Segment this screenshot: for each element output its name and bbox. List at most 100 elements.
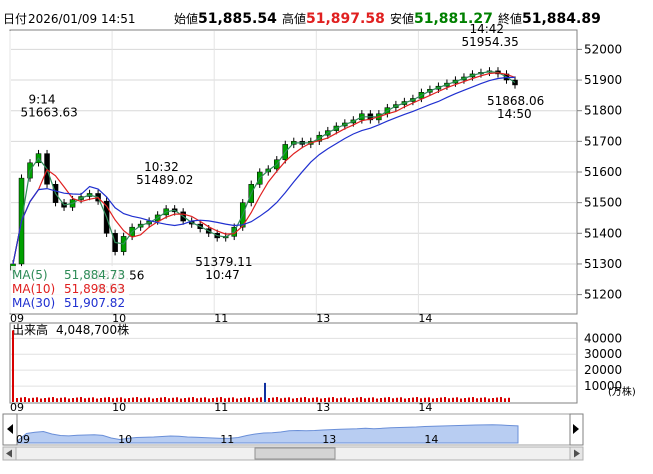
volume-bar bbox=[236, 398, 238, 402]
price-tick-label: 51500 bbox=[584, 196, 622, 210]
volume-bar bbox=[76, 397, 78, 402]
volume-bar bbox=[256, 397, 258, 402]
volume-bar bbox=[128, 398, 130, 402]
volume-bar bbox=[508, 397, 510, 402]
volume-bar bbox=[48, 397, 50, 402]
high-value: 51,897.58 bbox=[306, 11, 385, 27]
ma5-line bbox=[12, 70, 516, 265]
annotation-time: 10:47 bbox=[205, 268, 240, 282]
volume-bar bbox=[228, 397, 230, 402]
volume-bar bbox=[364, 398, 366, 402]
volume-bar bbox=[320, 398, 322, 402]
volume-time-tick-label: 10 bbox=[112, 401, 126, 414]
volume-bar bbox=[424, 397, 426, 402]
volume-bar bbox=[404, 398, 406, 402]
datetime-text: 2026/01/09 14:51 bbox=[28, 12, 136, 26]
volume-bar bbox=[464, 398, 466, 402]
volume-bar bbox=[96, 398, 98, 402]
volume-bar bbox=[484, 397, 486, 402]
volume-bar bbox=[348, 398, 350, 402]
annotation-time: 9:14 bbox=[29, 93, 56, 107]
volume-bar bbox=[336, 398, 338, 402]
volume-bar bbox=[400, 397, 402, 402]
volume-bar bbox=[408, 398, 410, 402]
annotation-time: 10:32 bbox=[144, 160, 179, 174]
volume-bar bbox=[264, 382, 266, 402]
volume-bar bbox=[200, 397, 202, 402]
volume-bar bbox=[140, 398, 142, 402]
volume-bar bbox=[280, 398, 282, 402]
volume-bar bbox=[20, 397, 22, 402]
volume-bar bbox=[164, 397, 166, 402]
volume-bar bbox=[332, 397, 334, 402]
price-annotations: 9:1451663.6351336.569:5910:3251489.02513… bbox=[21, 22, 545, 296]
volume-bar bbox=[440, 397, 442, 402]
open-label: 始値 bbox=[174, 11, 198, 26]
volume-bar bbox=[184, 398, 186, 402]
volume-bar bbox=[172, 397, 174, 402]
volume-bar bbox=[452, 397, 454, 402]
ma5-value: 51,884.73 bbox=[64, 268, 125, 282]
volume-bar bbox=[428, 397, 430, 402]
volume-bar bbox=[112, 398, 114, 402]
overview-time-label: 10 bbox=[118, 433, 132, 446]
annotation-time: 14:50 bbox=[497, 107, 532, 121]
volume-bar bbox=[260, 397, 262, 402]
volume-tick-label: 30000 bbox=[584, 347, 622, 361]
volume-bar bbox=[476, 398, 478, 402]
ma5-name: MA(5) bbox=[12, 268, 48, 282]
volume-bar bbox=[32, 397, 34, 402]
volume-bar bbox=[460, 398, 462, 402]
volume-bar bbox=[124, 398, 126, 402]
volume-bar bbox=[208, 398, 210, 402]
open-value: 51,885.54 bbox=[198, 11, 277, 27]
chevron-right-icon bbox=[573, 424, 579, 434]
volume-bar bbox=[324, 398, 326, 402]
volume-bar bbox=[340, 397, 342, 402]
volume-bar bbox=[496, 397, 498, 402]
overview-area bbox=[17, 424, 519, 444]
volume-bar bbox=[328, 397, 330, 402]
volume-bar bbox=[196, 398, 198, 402]
volume-bar bbox=[160, 397, 162, 402]
volume-bar bbox=[468, 397, 470, 402]
volume-bar bbox=[388, 397, 390, 402]
volume-bar bbox=[368, 397, 370, 402]
scrollbar-thumb[interactable] bbox=[254, 447, 336, 460]
volume-bar bbox=[296, 398, 298, 402]
volume-bar bbox=[356, 397, 358, 402]
volume-bar bbox=[344, 397, 346, 402]
volume-bar bbox=[448, 398, 450, 402]
volume-label: 出来高 bbox=[12, 322, 48, 337]
ma10-name: MA(10) bbox=[12, 282, 55, 296]
volume-bar bbox=[268, 398, 270, 402]
high-label: 高値 bbox=[282, 11, 306, 26]
volume-bar bbox=[500, 397, 502, 402]
volume-bar bbox=[148, 397, 150, 402]
ma30-name: MA(30) bbox=[12, 296, 55, 310]
ma30-line bbox=[12, 76, 516, 265]
volume-bar bbox=[232, 397, 234, 402]
volume-bar bbox=[304, 397, 306, 402]
volume-unit: (万株) bbox=[608, 385, 636, 398]
arrow-left-icon bbox=[6, 449, 12, 458]
volume-bar bbox=[36, 397, 38, 402]
annotation-value: 51489.02 bbox=[136, 173, 193, 187]
moving-averages bbox=[12, 70, 516, 265]
volume-bar bbox=[176, 397, 178, 402]
price-tick-label: 51300 bbox=[584, 257, 622, 271]
price-axis: 52000 51900 51800 51700 51600 51500 51400 51300… bbox=[577, 42, 622, 302]
volume-bar bbox=[152, 398, 154, 402]
volume-bar bbox=[56, 398, 58, 402]
volume-bar bbox=[12, 330, 14, 402]
volume-bar bbox=[104, 397, 106, 402]
volume-bar bbox=[488, 398, 490, 402]
overview-time-label: 09 bbox=[16, 433, 30, 446]
volume-bar bbox=[504, 398, 506, 402]
ma10-value: 51,898.63 bbox=[64, 282, 125, 296]
volume-bar bbox=[16, 398, 18, 402]
volume-bar bbox=[412, 397, 414, 402]
price-tick-label: 51900 bbox=[584, 73, 622, 87]
